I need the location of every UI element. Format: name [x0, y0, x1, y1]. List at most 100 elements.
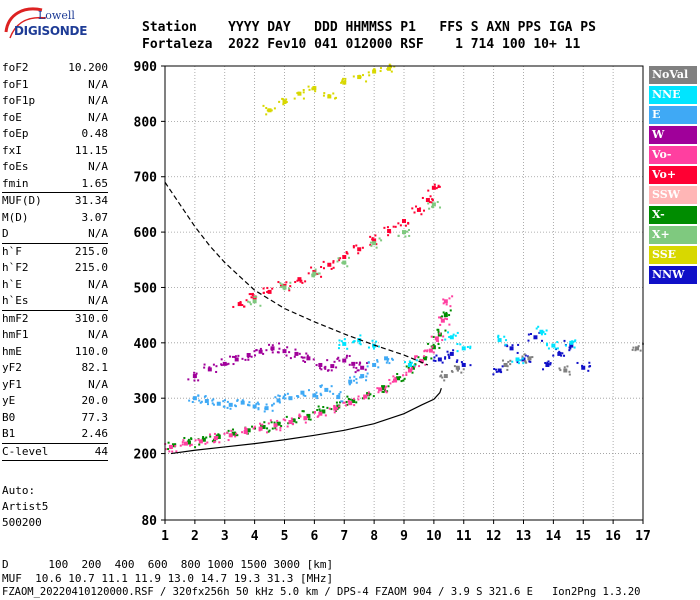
- data-point-echo: [164, 448, 167, 451]
- legend-item-nnw: NNW: [649, 266, 697, 284]
- data-point-echo: [448, 357, 451, 360]
- data-point-echo: [333, 411, 336, 414]
- data-point-echo: [338, 343, 341, 346]
- data-point-echo: [565, 344, 568, 347]
- data-point-echo: [395, 380, 398, 383]
- data-point-echo: [509, 363, 512, 366]
- data-point: [270, 346, 275, 351]
- data-point-echo: [311, 87, 314, 90]
- data-point-echo: [187, 378, 190, 381]
- data-point-echo: [541, 339, 544, 342]
- data-point-echo: [271, 287, 274, 290]
- data-point-echo: [444, 329, 447, 332]
- data-point-echo: [367, 392, 370, 395]
- data-point-echo: [352, 397, 355, 400]
- data-point-echo: [375, 340, 378, 343]
- data-point: [276, 421, 281, 426]
- data-point-echo: [347, 256, 350, 259]
- data-point-echo: [444, 356, 447, 359]
- data-point-echo: [352, 366, 355, 369]
- data-point-echo: [330, 385, 333, 388]
- data-point-echo: [521, 355, 524, 358]
- data-point-echo: [206, 403, 209, 406]
- data-point-echo: [258, 429, 261, 432]
- data-point-echo: [441, 361, 444, 364]
- data-point: [434, 336, 439, 341]
- data-point-echo: [329, 390, 332, 393]
- data-point-echo: [527, 339, 530, 342]
- param-label: B0: [2, 410, 16, 424]
- data-point-echo: [348, 355, 351, 358]
- data-point-echo: [377, 366, 380, 369]
- x-tick-label: 9: [400, 529, 408, 544]
- header-row-values: Fortaleza 2022 Fev10 041 012000 RSF 1 71…: [142, 37, 581, 52]
- data-point-echo: [456, 331, 459, 334]
- data-point-echo: [283, 288, 286, 291]
- data-point-echo: [372, 68, 375, 71]
- data-point-echo: [302, 91, 305, 94]
- data-point-echo: [171, 450, 174, 453]
- data-point-echo: [294, 348, 297, 351]
- data-point-echo: [279, 429, 282, 432]
- legend-item-vo-minus: Vo-: [649, 146, 697, 164]
- data-point-echo: [313, 86, 316, 89]
- data-point-echo: [527, 333, 530, 336]
- x-tick-label: 16: [605, 529, 621, 544]
- data-point-echo: [305, 352, 308, 355]
- data-point-echo: [208, 366, 211, 369]
- data-point-echo: [285, 101, 288, 104]
- data-point-echo: [448, 355, 451, 358]
- data-point-echo: [365, 379, 368, 382]
- data-point: [431, 345, 436, 350]
- data-point-echo: [563, 339, 566, 342]
- data-point-echo: [423, 350, 426, 353]
- data-point-echo: [428, 201, 431, 204]
- data-point-echo: [414, 355, 417, 358]
- data-point-echo: [566, 365, 569, 368]
- data-point-echo: [448, 323, 451, 326]
- data-point-echo: [469, 364, 472, 367]
- data-point: [569, 343, 574, 348]
- data-point-echo: [172, 444, 175, 447]
- data-point-echo: [456, 343, 459, 346]
- data-point-echo: [328, 407, 331, 410]
- data-point-echo: [432, 351, 435, 354]
- data-point-echo: [254, 354, 257, 357]
- data-point-echo: [563, 354, 566, 357]
- data-point-echo: [341, 80, 344, 83]
- data-point-echo: [438, 346, 441, 349]
- param-label: foEp: [2, 127, 29, 140]
- param-label: foF1: [2, 77, 29, 91]
- data-point: [387, 228, 392, 233]
- data-point-echo: [371, 339, 374, 342]
- data-point: [267, 108, 272, 113]
- data-point-echo: [301, 356, 304, 359]
- param-label: h`F2: [2, 261, 29, 274]
- data-point-echo: [326, 359, 329, 362]
- x-tick-label: 1: [161, 529, 169, 544]
- data-point: [294, 351, 299, 356]
- data-point-echo: [174, 445, 177, 448]
- data-point-echo: [198, 399, 201, 402]
- data-point: [231, 431, 236, 436]
- data-point-echo: [424, 363, 427, 366]
- data-point-echo: [211, 399, 214, 402]
- data-point-echo: [191, 400, 194, 403]
- data-point-echo: [363, 397, 366, 400]
- param-row: h`F 215.0: [2, 244, 108, 261]
- data-point-echo: [316, 409, 319, 412]
- legend-item-ssw: SSW: [649, 186, 697, 204]
- data-point-echo: [281, 97, 284, 100]
- data-point-echo: [358, 342, 361, 345]
- data-point-echo: [376, 387, 379, 390]
- data-point-echo: [546, 344, 549, 347]
- data-point-echo: [295, 421, 298, 424]
- series-nnw: [432, 331, 592, 376]
- x-tick-label: 17: [635, 529, 651, 544]
- data-point-echo: [403, 219, 406, 222]
- data-point-echo: [347, 400, 350, 403]
- data-point-echo: [247, 300, 250, 303]
- data-point-echo: [369, 393, 372, 396]
- data-point: [351, 398, 356, 403]
- data-point: [183, 441, 188, 446]
